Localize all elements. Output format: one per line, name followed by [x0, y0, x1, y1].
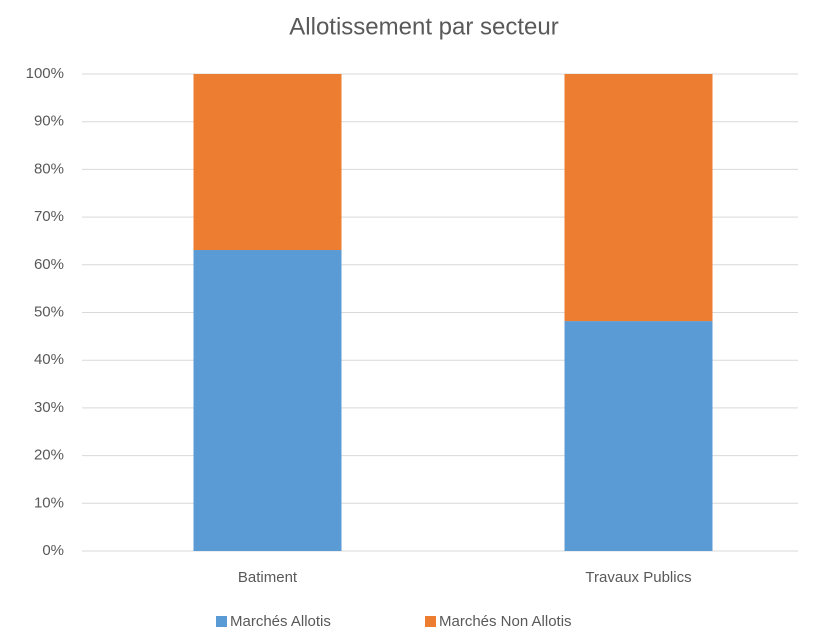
bar-segment [564, 321, 713, 551]
y-tick-label: 40% [34, 351, 64, 368]
chart-title: Allotissement par secteur [289, 13, 558, 40]
legend-swatch [425, 616, 436, 627]
y-tick-label: 20% [34, 447, 64, 464]
y-tick-label: 10% [34, 494, 64, 511]
x-tick-label: Batiment [238, 569, 298, 586]
y-tick-label: 0% [42, 542, 64, 559]
bar-segment [564, 74, 713, 322]
y-tick-label: 30% [34, 399, 64, 416]
legend-label: Marchés Non Allotis [439, 613, 572, 630]
y-tick-label: 70% [34, 208, 64, 225]
y-tick-label: 100% [26, 65, 64, 82]
x-tick-label: Travaux Publics [585, 569, 691, 586]
y-tick-label: 60% [34, 256, 64, 273]
y-tick-label: 90% [34, 113, 64, 130]
y-tick-label: 50% [34, 303, 64, 320]
legend-label: Marchés Allotis [230, 613, 331, 630]
legend-swatch [216, 616, 227, 627]
bar-segment [193, 74, 342, 251]
bar-segment [193, 250, 342, 551]
y-tick-label: 80% [34, 160, 64, 177]
